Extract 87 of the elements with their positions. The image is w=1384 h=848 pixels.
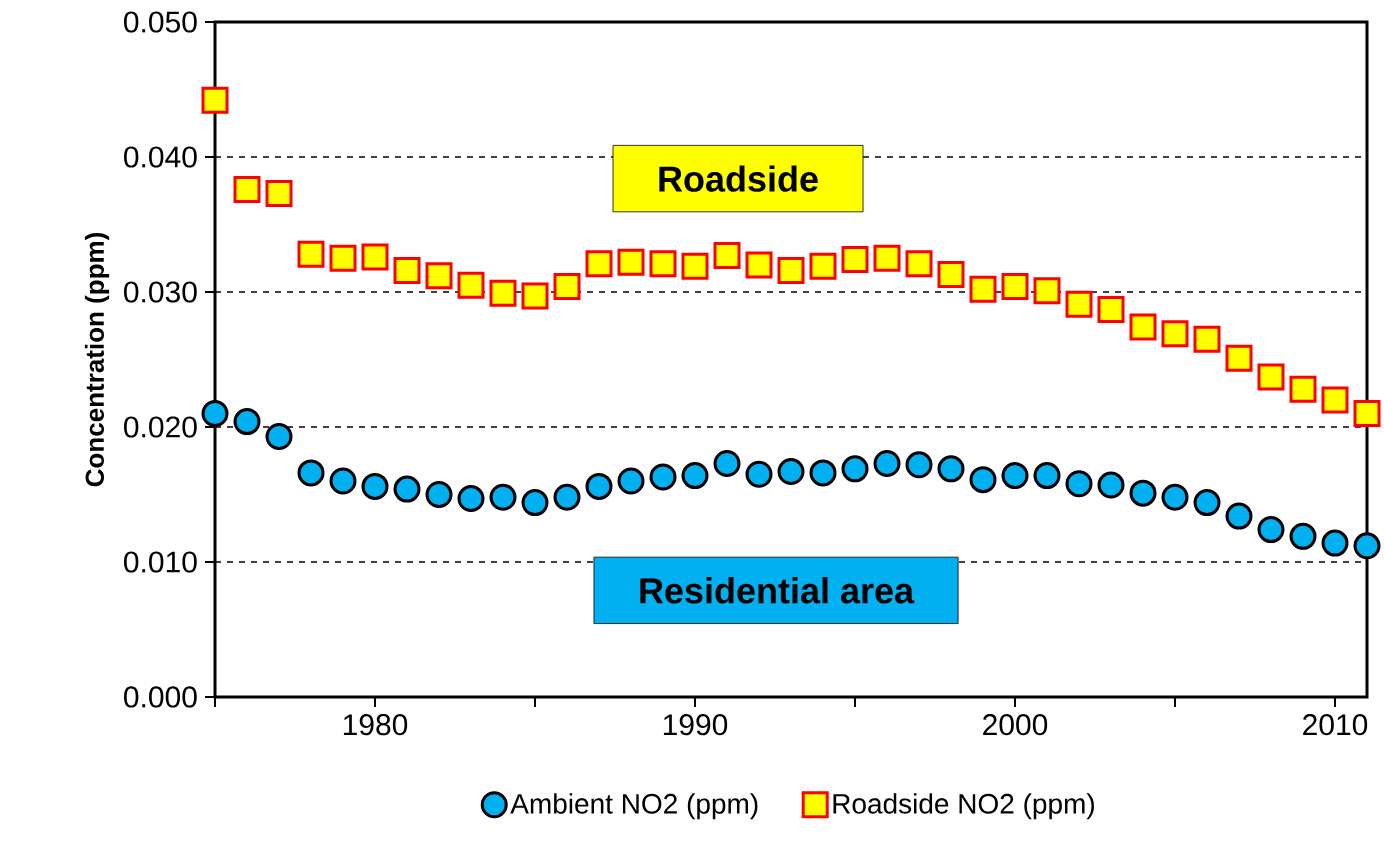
- point: [1161, 483, 1189, 511]
- y-tick-label: 0.020: [124, 416, 197, 438]
- x-tick-label: 2000: [983, 714, 1048, 736]
- point: [1097, 471, 1125, 499]
- point: [361, 472, 389, 500]
- point: [681, 462, 709, 490]
- point: [393, 475, 421, 503]
- y-tick-label: 0.030: [124, 281, 197, 303]
- point: [585, 250, 613, 278]
- point: [681, 252, 709, 280]
- point: [425, 481, 453, 508]
- point: [457, 485, 485, 513]
- point: [233, 175, 261, 203]
- point: [1097, 296, 1125, 324]
- point: [905, 250, 933, 278]
- point: [425, 262, 453, 290]
- point: [1321, 386, 1349, 414]
- point: [361, 243, 389, 271]
- point: [1225, 502, 1253, 530]
- point: [201, 86, 229, 114]
- point: [585, 472, 613, 500]
- x-tick-label: 2010: [1303, 714, 1368, 736]
- point: [553, 273, 581, 301]
- point: [457, 271, 485, 299]
- y-tick-label: 0.000: [124, 686, 197, 708]
- legend-label: Roadside NO2 (ppm): [833, 793, 1094, 820]
- point: [777, 256, 805, 284]
- point: [1129, 313, 1157, 341]
- point: [713, 242, 741, 270]
- point: [937, 260, 965, 288]
- point: [745, 251, 773, 279]
- point: [777, 458, 805, 486]
- point: [1257, 363, 1285, 391]
- point: [873, 244, 901, 272]
- point: [1065, 470, 1093, 498]
- point: [1257, 516, 1285, 544]
- point: [841, 246, 869, 274]
- point: [1225, 344, 1253, 372]
- point: [1193, 489, 1221, 517]
- point: [937, 455, 965, 483]
- point: [489, 483, 517, 511]
- point: [329, 467, 357, 495]
- point: [489, 279, 517, 307]
- point: [393, 256, 421, 284]
- point: [1033, 462, 1061, 490]
- point: [297, 240, 325, 268]
- point: [1289, 522, 1317, 550]
- point: [713, 449, 741, 477]
- y-tick-label: 0.010: [124, 551, 197, 573]
- point: [1065, 290, 1093, 318]
- x-tick-label: 1990: [663, 714, 728, 736]
- point: [1289, 375, 1317, 403]
- point: [841, 455, 869, 483]
- point: [1001, 273, 1029, 301]
- point: [521, 282, 549, 310]
- point: [297, 459, 325, 487]
- annotation: Roadside: [659, 165, 818, 192]
- point: [649, 250, 677, 278]
- point: [201, 400, 229, 428]
- point: [1353, 400, 1381, 428]
- x-tick-label: 1980: [343, 714, 408, 736]
- point: [649, 463, 677, 491]
- point: [809, 252, 837, 280]
- point: [265, 422, 293, 450]
- point: [521, 489, 549, 517]
- point: [233, 408, 261, 436]
- point: [1001, 462, 1029, 490]
- point: [617, 467, 645, 495]
- point: [809, 459, 837, 487]
- point: [1033, 277, 1061, 305]
- annotation: Residential area: [640, 577, 915, 604]
- point: [1129, 479, 1157, 507]
- point: [1161, 320, 1189, 348]
- point: [329, 244, 357, 272]
- point: [905, 451, 933, 479]
- y-axis-title: Concentration (ppm): [84, 232, 110, 487]
- point: [265, 179, 293, 207]
- y-tick-label: 0.050: [124, 11, 197, 33]
- point: [553, 483, 581, 511]
- y-tick-label: 0.040: [124, 146, 197, 168]
- legend-label: Ambient NO2 (ppm): [510, 793, 758, 820]
- point: [969, 466, 997, 494]
- point: [1193, 325, 1221, 353]
- point: [617, 248, 645, 276]
- point: [873, 449, 901, 477]
- point: [745, 460, 773, 488]
- point: [969, 275, 997, 303]
